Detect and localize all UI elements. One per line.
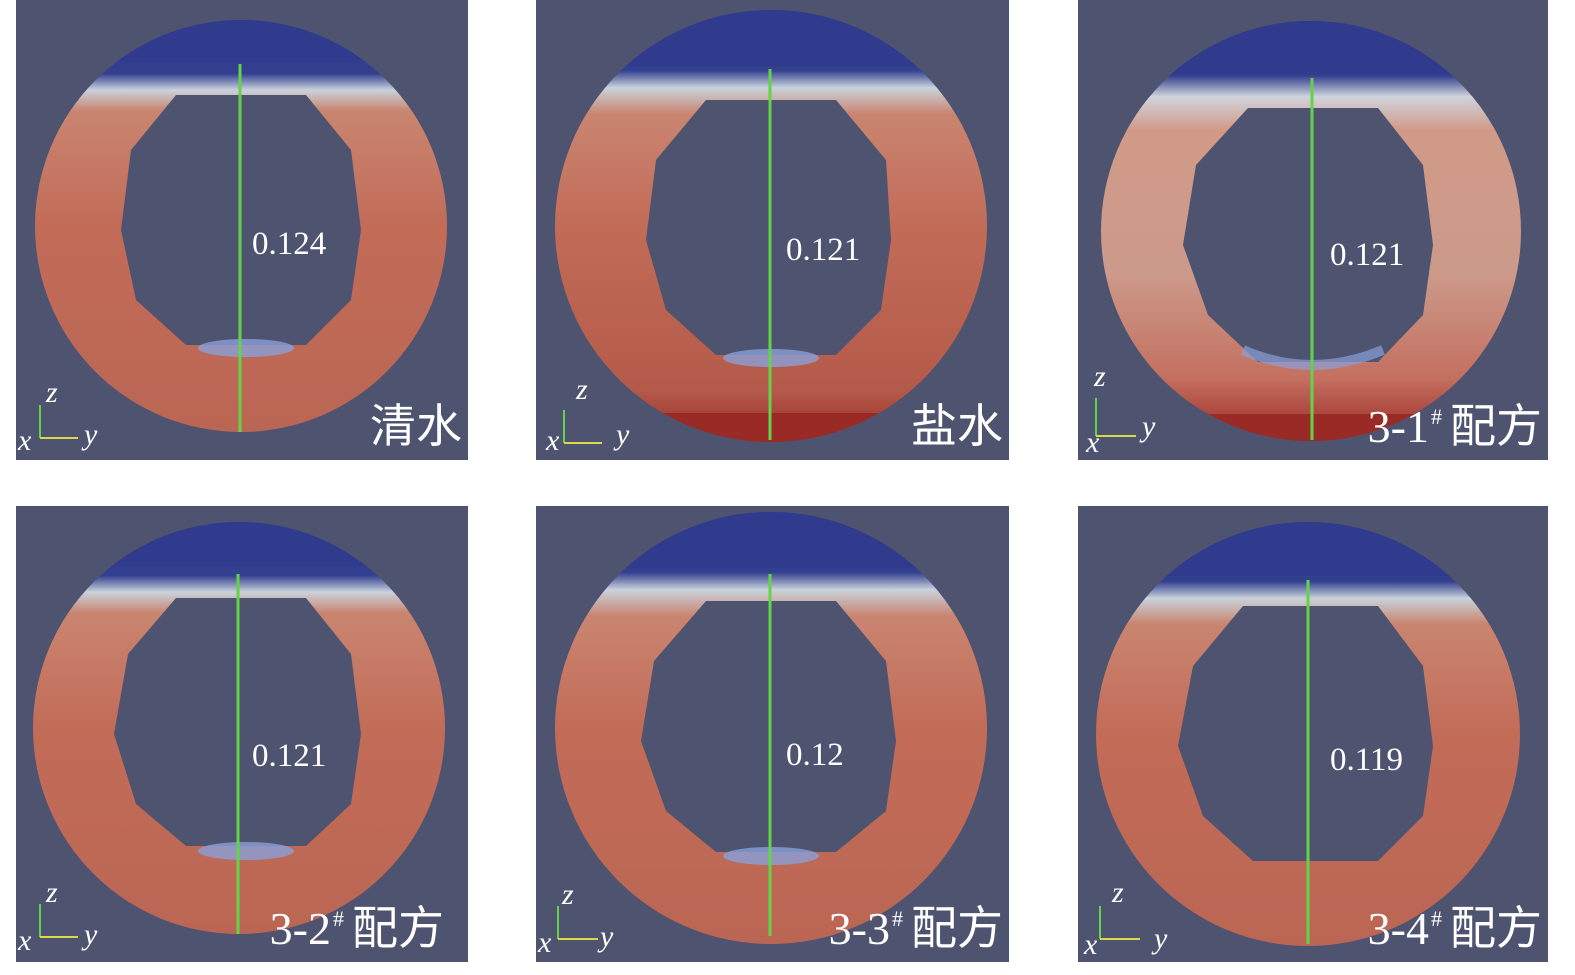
simulation-panel-5: z x y 0.12 3-3# 配方 [536,506,1009,962]
panel-label: 3-3# 配方 [828,903,1003,954]
axis-z-label: z [576,373,588,406]
annulus-contour-plot [1096,522,1520,946]
annulus-contour-plot [555,512,987,944]
axis-z-label: z [562,878,574,911]
panel-label: 3-1# 配方 [1367,401,1542,452]
annulus-contour-plot [1095,21,1521,441]
axis-y-label: y [1154,922,1168,955]
probe-value: 0.121 [252,738,327,774]
axis-y-label: y [1142,410,1156,443]
panel-label: 盐水 [911,401,1003,452]
annulus-contour-plot [35,20,447,439]
axis-x-label: x [18,924,32,957]
axis-x-label: x [546,424,560,457]
axis-x-label: x [1086,426,1100,459]
panel-label: 3-2# 配方 [269,903,444,954]
probe-value: 0.121 [786,232,861,268]
annulus-contour-plot [33,522,445,938]
panel-label: 清水 [370,401,462,452]
annulus-contour-plot [555,10,987,444]
axis-z-label: z [46,876,58,909]
probe-value: 0.121 [1330,237,1405,273]
simulation-panel-2: z x y 0.121 盐水 [536,0,1009,460]
axis-z-label: z [1094,360,1106,393]
panel-label: 3-4# 配方 [1367,903,1542,954]
simulation-panel-3: z x y 0.121 3-1# 配方 [1078,0,1548,460]
axis-y-label: y [84,918,98,951]
simulation-panel-4: z x y 0.121 3-2# 配方 [16,506,468,962]
simulation-panel-1: z x y 0.124 清水 [16,0,468,460]
probe-value: 0.124 [252,226,327,262]
probe-value: 0.119 [1330,742,1404,778]
axis-x-label: x [1084,928,1098,961]
axis-y-label: y [84,418,98,451]
probe-value: 0.12 [786,737,844,773]
axis-y-label: y [616,418,630,451]
axis-z-label: z [1112,876,1124,909]
axis-y-label: y [600,920,614,953]
simulation-panel-6: z x y 0.119 3-4# 配方 [1078,506,1548,962]
axis-x-label: x [18,424,32,457]
axis-z-label: z [46,376,58,409]
axis-x-label: x [538,926,552,959]
